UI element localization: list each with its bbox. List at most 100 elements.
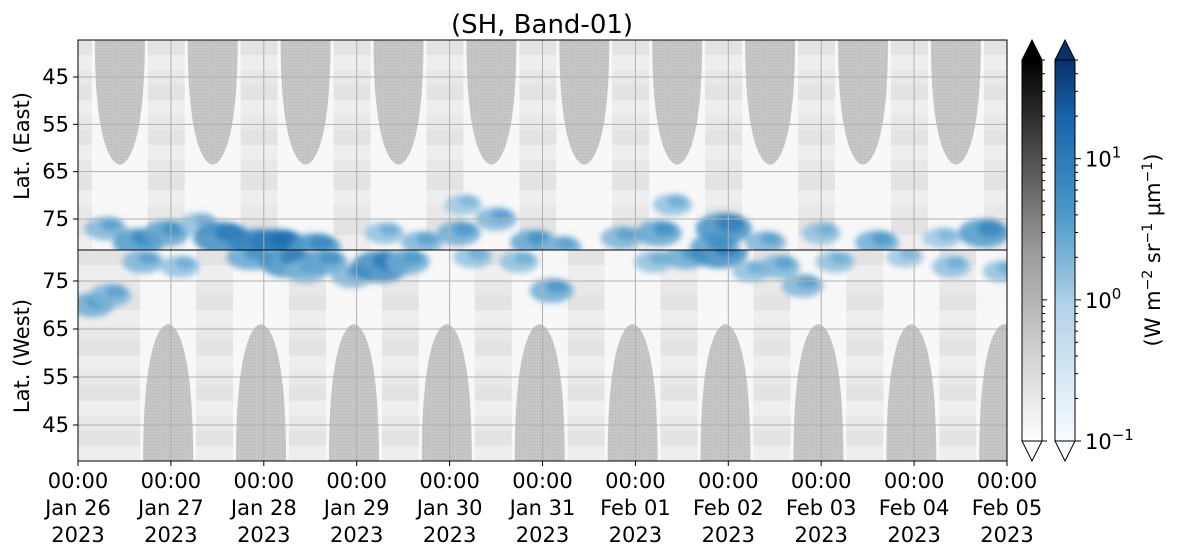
aurora-blob-core [652,221,677,237]
aurora-blob-core [830,252,850,265]
aurora-blob-core [937,228,957,241]
east-ytick-label: 65 [42,160,69,184]
xtick-label: 2023 [237,523,290,547]
aurora-blob-core [100,218,122,232]
west-night-gap [143,324,194,461]
aurora-blob-core [467,250,488,260]
xtick-label: Jan 26 [43,496,111,520]
xtick-label: Jan 28 [229,496,297,520]
aurora-blob-core [490,208,512,222]
east-ytick-label: 75 [42,207,69,231]
aurora-blob-core [797,275,819,289]
west-night-gap [607,324,658,461]
xtick-label: Jan 27 [136,496,204,520]
colorbar-gray [1021,38,1043,463]
east-night-gap [559,40,610,165]
panel-east [78,40,1007,250]
xtick-label: 00:00 [698,469,759,493]
colorbar-blue-extend-top [1054,38,1076,61]
aurora-blob-core [760,232,782,246]
xtick-label: 00:00 [419,469,480,493]
west-night-gap [700,324,751,461]
west-ytick-label: 75 [42,269,69,293]
xtick-label: Feb 05 [972,496,1043,520]
west-ytick-label: 65 [42,317,69,341]
west-night-gap [514,324,565,461]
chart-title: (SH, Band-01) [451,10,633,40]
colorbar-blue: 101 100 10−1 [1042,38,1134,463]
xtick-label: 2023 [423,523,476,547]
aurora-blob-core [453,222,476,236]
xtick-label: 00:00 [884,469,945,493]
colorbar-tick-label: 101 [1085,144,1121,172]
west-night-gap [979,324,1007,461]
xtick-label: Feb 04 [879,496,950,520]
colorbar-label-mu: μm [1141,182,1165,223]
colorbar-label-exp1: −2 [1140,270,1156,291]
xtick-label: 00:00 [141,469,202,493]
east-night-gap [652,40,703,165]
aurora-blob-core [160,221,184,237]
aurora-blob-core [616,227,638,241]
east-night-gap [280,40,331,165]
east-ytick-label: 45 [42,65,69,89]
colorbar-label: (W m−2 sr−1 μm−1) [1140,154,1165,347]
aurora-blob-core [555,237,577,250]
east-night-gap [94,40,145,165]
aurora-blob-core [667,195,688,208]
colorbar-blue-extend-bottom [1054,440,1076,463]
colorbar-gray-body [1021,59,1043,442]
east-night-gap [838,40,889,165]
aurora-blob-core [712,250,740,256]
aurora-blob-core [308,234,335,250]
aurora-blob-core [193,213,214,227]
aurora-blob-core [379,223,400,236]
east-night-gap [745,40,796,165]
xtick-label: Jan 30 [415,496,483,520]
xtick-label: Feb 03 [786,496,857,520]
xtick-label: 00:00 [977,469,1038,493]
west-night-gap [421,324,472,461]
aurora-blob-core [716,214,745,232]
xtick-label: 2023 [330,523,383,547]
aurora-blob-core [175,256,195,270]
east-night-gap [187,40,238,165]
aurora-blob-core [977,220,1003,237]
colorbar-label-mid: sr [1141,243,1165,270]
xtick-label: 00:00 [234,469,295,493]
xtick-label: 2023 [609,523,662,547]
west-ytick-label: 45 [42,413,69,437]
xtick-label: 2023 [702,523,755,547]
west-night-gap [793,324,844,461]
xtick-label: 00:00 [48,469,109,493]
xtick-label: 2023 [887,523,940,547]
east-night-gap [930,40,981,165]
colorbar-blue-body [1054,59,1076,442]
xtick-label: 2023 [980,523,1033,547]
y-axis-label-east: Lat. (East) [10,92,34,200]
aurora-blob-core [946,256,966,270]
xtick-label: Feb 01 [600,496,671,520]
xtick-label: 2023 [51,523,104,547]
aurora-blob-core [514,252,534,265]
aurora-blob-core [774,256,795,270]
west-ytick-label: 55 [42,365,69,389]
xtick-label: 00:00 [605,469,666,493]
xtick-label: Jan 29 [322,496,390,520]
xtick-label: 2023 [794,523,847,547]
aurora-blob-core [816,223,836,236]
xtick-label: 00:00 [791,469,852,493]
y-axis-label-west: Lat. (West) [10,299,34,413]
west-night-gap [886,324,937,461]
east-night-gap [466,40,517,165]
aurora-blob-core [137,251,159,265]
colorbar-gray-extend-bottom [1021,440,1043,463]
aurora-blob-core [318,250,342,265]
xtick-label: 00:00 [326,469,387,493]
aurora-blob-core [458,195,478,208]
colorbar-label-suffix: ) [1141,154,1165,162]
panel-west [78,250,1007,461]
aurora-blob [690,250,748,269]
xtick-label: 2023 [516,523,569,547]
